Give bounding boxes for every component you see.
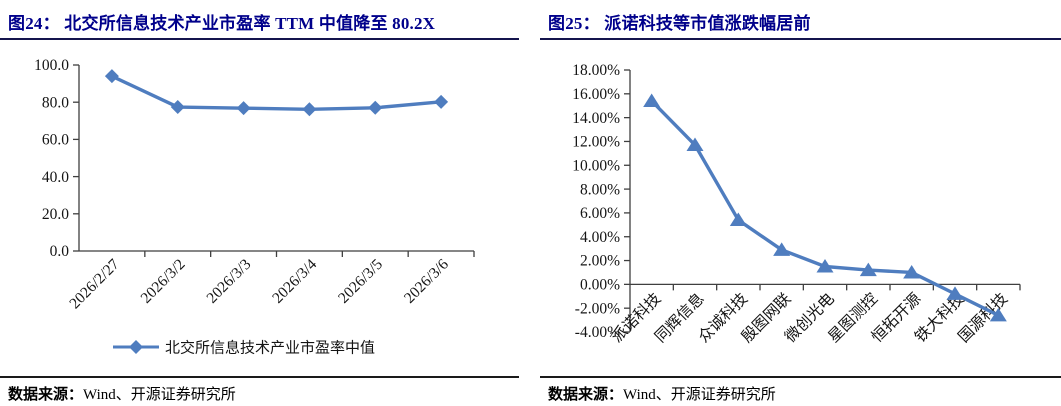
triangle-marker [859,262,877,277]
pe-ttm-median-line-chart: 0.0 20.0 40.0 60.0 80.0 100.0 2026/2/27 2026/3/… [34,57,475,357]
y-tick-label: 80.0 [42,94,69,111]
series-line [650,99,1000,317]
triangle-marker [903,264,921,279]
diamond-marker [236,101,251,116]
source-label: 数据来源： [548,387,624,403]
diamond-marker [170,100,185,115]
y-tick-label: 60.0 [42,132,69,149]
series-markers [104,69,449,117]
category-labels: 2026/2/27 2026/3/2 2026/3/3 2026/3/4 2026/3/… [66,256,452,313]
x-category-label: 2026/3/3 [203,256,254,307]
legend: 北交所信息技术产业市盈率中值 [113,339,375,357]
figure-24-title: 图24： 北交所信息技术产业市盈率 TTM 中值降至 80.2X [0,5,519,40]
y-axis: -4.00% -2.00% 0.00% 2.00% 4.00% 6.00% 8.00% 10.… [572,62,631,341]
source-label: 数据来源： [8,387,84,403]
y-tick-label: 0.0 [50,243,70,260]
y-tick-label: -4.00% [575,324,620,341]
source-text: Wind、开源证券研究所 [83,387,236,403]
marketcap-change-line-chart: -4.00% -2.00% 0.00% 2.00% 4.00% 6.00% 8.00% 10.… [572,62,1021,346]
y-axis: 0.0 20.0 40.0 60.0 80.0 100.0 [34,57,80,260]
x-category-label: 2026/3/5 [335,256,386,307]
figure-25-source: 数据来源：Wind、开源证券研究所 [540,376,1061,404]
x-category-label: 2026/3/2 [138,256,189,307]
figure-24-chart-area: 0.0 20.0 40.0 60.0 80.0 100.0 2026/2/27 2026/3/… [0,43,519,373]
x-axis [630,283,1021,291]
x-axis [79,250,475,257]
y-tick-label: 40.0 [42,169,69,186]
figure-25-panel: 图25： 派诺科技等市值涨跌幅居前 -4.00% -2.00% 0.00% 2.00%… [540,5,1061,404]
figure-25-title: 图25： 派诺科技等市值涨跌幅居前 [540,5,1061,40]
y-tick-label: 18.00% [572,62,620,79]
series-markers [643,93,1007,322]
x-category-label: 2026/3/6 [401,256,452,307]
y-tick-label: 20.0 [42,206,69,223]
legend-marker-icon [129,340,143,354]
diamond-marker [368,100,383,115]
figure-25-chart-area: -4.00% -2.00% 0.00% 2.00% 4.00% 6.00% 8.00% 10.… [540,43,1061,373]
y-tick-label: 6.00% [580,205,620,222]
y-tick-label: 0.00% [580,277,620,294]
x-category-label: 2026/2/27 [66,256,123,313]
source-text: Wind、开源证券研究所 [623,387,776,403]
triangle-marker [729,212,747,227]
triangle-marker [686,137,704,152]
y-tick-label: -2.00% [575,300,620,317]
y-tick-label: 2.00% [580,253,620,270]
figure-24-panel: 图24： 北交所信息技术产业市盈率 TTM 中值降至 80.2X 0.0 20.0… [0,5,519,404]
figure-24-source: 数据来源：Wind、开源证券研究所 [0,376,519,404]
y-tick-label: 10.00% [572,157,620,174]
y-tick-label: 8.00% [580,181,620,198]
triangle-marker [989,307,1007,322]
y-tick-label: 16.00% [572,86,620,103]
triangle-marker [816,259,834,273]
y-tick-label: 14.00% [572,110,620,127]
triangle-marker [773,242,791,256]
y-tick-label: 12.00% [572,134,620,151]
triangle-marker [946,286,964,300]
legend-label: 北交所信息技术产业市盈率中值 [165,339,375,357]
series-line [111,74,442,111]
diamond-marker [104,69,119,84]
y-tick-label: 100.0 [34,57,69,74]
diamond-marker [302,102,317,117]
triangle-marker [643,93,661,107]
x-category-label: 2026/3/4 [269,256,320,307]
y-tick-label: 4.00% [580,229,620,246]
diamond-marker [434,94,449,109]
